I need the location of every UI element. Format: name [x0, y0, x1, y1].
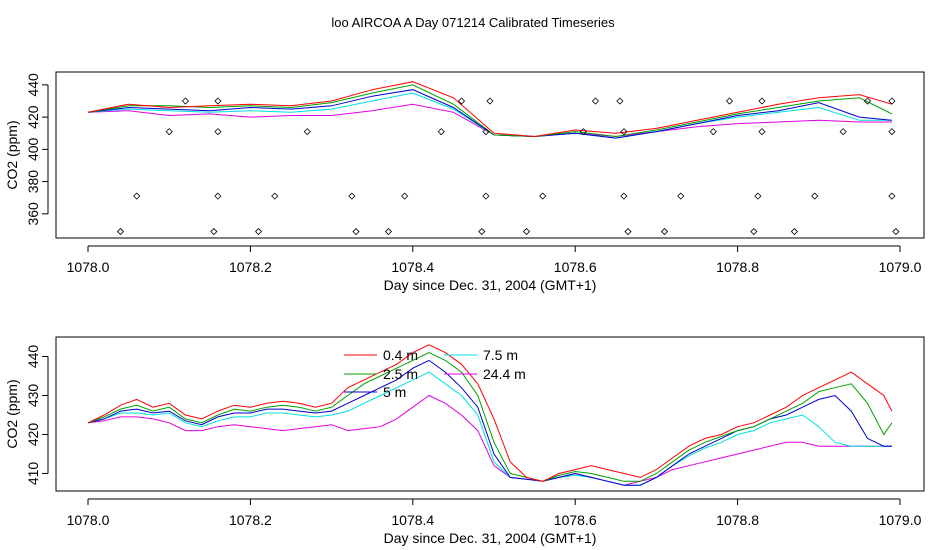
series-line-0-4-m	[87, 81, 893, 138]
diamond-marker	[384, 227, 393, 236]
diamond-marker	[892, 227, 900, 236]
x-tick-label: 1078.2	[229, 259, 272, 275]
x-tick-label: 1078.8	[716, 512, 759, 528]
legend-label: 24.4 m	[483, 366, 526, 382]
diamond-marker	[133, 192, 141, 200]
diamond-marker	[591, 97, 600, 105]
y-tick-label: 410	[25, 462, 41, 486]
series-line-2-5-m	[87, 352, 893, 482]
x-tick-label: 1078.6	[554, 259, 597, 275]
x-tick-label: 1078.0	[67, 512, 110, 528]
diamond-marker	[709, 128, 717, 136]
diamond-marker	[620, 128, 628, 136]
y-tick-label: 420	[25, 423, 41, 447]
plot-data	[87, 344, 893, 486]
panel-2: 1078.0 1078.2 1078.4 1078.6 1078.8 1079.0 Day …	[4, 336, 925, 546]
diamond-marker	[181, 97, 190, 105]
diamond-marker	[839, 128, 847, 136]
panel-1: 1078.0 1078.2 1078.4 1078.6 1078.8 1079.0 Day …	[4, 71, 925, 293]
diamond-marker	[478, 227, 486, 236]
diamond-marker	[888, 192, 896, 200]
y-tick-label: 440	[25, 345, 41, 369]
diamond-marker	[790, 227, 799, 236]
diamond-marker	[677, 192, 685, 200]
diamond-marker	[214, 97, 222, 105]
x-tick-label: 1078.4	[391, 259, 434, 275]
y-tick-label: 380	[25, 170, 41, 194]
x-axis-label: Day since Dec. 31, 2004 (GMT+1)	[384, 530, 597, 546]
plot-data	[87, 81, 900, 236]
diamond-marker	[482, 192, 490, 200]
diamond-marker	[620, 192, 628, 200]
x-tick-label: 1078.2	[229, 512, 272, 528]
diamond-marker	[750, 227, 758, 236]
x-tick-label: 1079.0	[879, 512, 922, 528]
legend-label: 0.4 m	[383, 347, 418, 363]
legend-label: 7.5 m	[483, 347, 518, 363]
legend-label: 5 m	[383, 384, 406, 400]
y-tick-label: 430	[25, 384, 41, 408]
diamond-marker	[214, 192, 222, 200]
diamond-marker	[616, 97, 624, 105]
diamond-marker	[579, 128, 587, 136]
diamond-marker	[486, 97, 494, 105]
plot-frame	[55, 71, 925, 239]
diamond-marker	[758, 97, 766, 105]
diamond-marker	[539, 192, 547, 200]
diamond-marker	[303, 128, 311, 136]
diamond-marker	[482, 128, 490, 136]
y-tick-label: 420	[25, 105, 41, 129]
x-tick-label: 1078.6	[554, 512, 597, 528]
x-tick-label: 1078.8	[716, 259, 759, 275]
diamond-marker	[660, 227, 669, 236]
diamond-marker	[725, 97, 734, 105]
diamond-marker	[271, 192, 279, 200]
diamond-marker	[214, 128, 222, 136]
diamond-marker	[624, 227, 632, 236]
series-line-0-4-m	[87, 344, 893, 482]
diamond-marker	[863, 97, 872, 105]
diamond-marker	[348, 192, 356, 200]
diamond-marker	[210, 227, 218, 236]
diamond-marker	[165, 128, 173, 136]
diamond-marker	[754, 192, 762, 200]
diamond-marker	[116, 227, 125, 236]
diamond-marker	[352, 227, 360, 236]
legend-label: 2.5 m	[383, 366, 418, 382]
x-tick-label: 1079.0	[879, 259, 922, 275]
chart-title: loo AIRCOA A Day 071214 Calibrated Times…	[331, 15, 615, 30]
diamond-marker	[811, 192, 819, 200]
y-tick-label: 360	[25, 202, 41, 226]
y-axis-label: CO2 (ppm)	[4, 120, 20, 189]
y-tick-label: 440	[25, 73, 41, 97]
series-line-24-4-m	[87, 394, 892, 486]
x-tick-label: 1078.4	[391, 512, 434, 528]
legend: 0.4 m 2.5 m 5 m 7.5 m 24.4 m	[344, 347, 526, 400]
diamond-marker	[401, 192, 409, 200]
x-axis-label: Day since Dec. 31, 2004 (GMT+1)	[384, 277, 597, 293]
series-line-2-5-m	[87, 84, 893, 138]
diamond-marker	[758, 128, 766, 136]
y-axis-label: CO2 (ppm)	[4, 379, 20, 448]
diamond-marker	[888, 97, 896, 105]
series-line-7-5-m	[87, 371, 892, 486]
diamond-marker	[888, 128, 896, 136]
diamond-marker	[457, 97, 466, 105]
x-tick-label: 1078.0	[67, 259, 110, 275]
y-tick-label: 400	[25, 137, 41, 161]
plot-frame	[55, 336, 925, 492]
diamond-marker	[437, 128, 445, 136]
diamond-marker	[522, 227, 531, 236]
diamond-marker	[254, 227, 263, 236]
